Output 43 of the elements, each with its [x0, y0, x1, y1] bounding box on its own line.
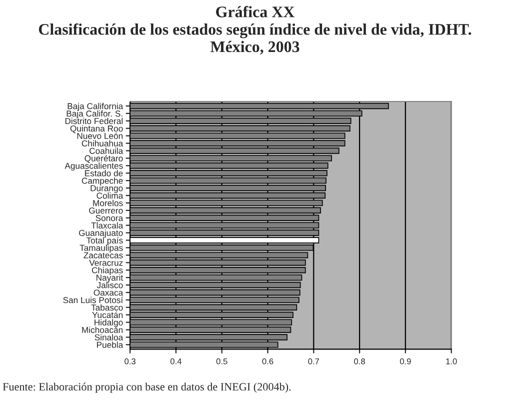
x-tick-label: 0.5: [216, 358, 228, 364]
y-tick-label: San Luis Potosí: [63, 296, 124, 304]
y-tick-label: Durango: [90, 185, 123, 193]
y-tick-label: Sonora: [96, 214, 124, 222]
y-tick-label: Colima: [96, 192, 124, 199]
x-tick-label: 0.3: [124, 358, 136, 364]
y-tick-label: Veracruz: [89, 260, 123, 266]
source-note: Fuente: Elaboración propia con base en datos de INEGI (2004b).: [2, 382, 291, 393]
y-tick-label: Hidalgo: [94, 319, 123, 328]
y-tick-label: Guanajuato: [79, 230, 123, 238]
y-tick-label: Chihuahua: [82, 140, 124, 146]
chart-title: Gráfica XX Clasificación de los estados según índice de nivel de vida, IDHT. México, 2003: [38, 6, 472, 54]
y-tick-label: Yucatán: [92, 312, 123, 318]
y-tick-label: Zacatecas: [84, 252, 123, 258]
y-tick-label: Querétaro: [84, 154, 123, 163]
y-tick-label: Tlaxcala: [91, 222, 124, 229]
y-tick-label: Tabasco: [91, 304, 123, 311]
y-tick-label: Quintana Roo: [70, 125, 123, 134]
y-tick-label: Morelos: [93, 200, 123, 206]
y-tick-label: Distrito Federal: [65, 118, 123, 124]
y-tick-label: Aguascalientes: [64, 162, 123, 171]
y-tick-label: Nuevo León: [77, 132, 123, 140]
y-tick-label: Sinaloa: [94, 334, 124, 340]
x-tick-label: 1.0: [446, 358, 457, 364]
y-tick-label: Jalisco: [96, 282, 123, 288]
y-tick-label: Puebla: [97, 342, 124, 348]
y-tick-label: Total país: [86, 237, 123, 246]
y-tick-label: Chiapas: [92, 266, 123, 275]
y-tick-label: Coahuila: [90, 148, 124, 154]
x-tick-label: 0.7: [308, 358, 320, 364]
y-tick-label: Estado de: [85, 170, 123, 176]
y-tick-label: Baja California: [68, 102, 124, 111]
y-tick-label: Baja Califor. S.: [66, 110, 122, 118]
y-tick-label: Nayarit: [96, 274, 124, 282]
x-tick-label: 0.8: [354, 358, 365, 364]
y-tick-label: Campeche: [82, 177, 123, 186]
y-tick-label: Tamaulipas: [80, 244, 123, 253]
y-tick-label: Oaxaca: [94, 290, 124, 296]
x-tick-label: 0.6: [262, 358, 274, 364]
x-tick-label: 0.9: [400, 358, 411, 364]
y-tick-label: Guerrero: [89, 208, 123, 214]
x-tick-label: 0.4: [170, 358, 182, 364]
y-tick-label: Michoacán: [82, 326, 123, 333]
